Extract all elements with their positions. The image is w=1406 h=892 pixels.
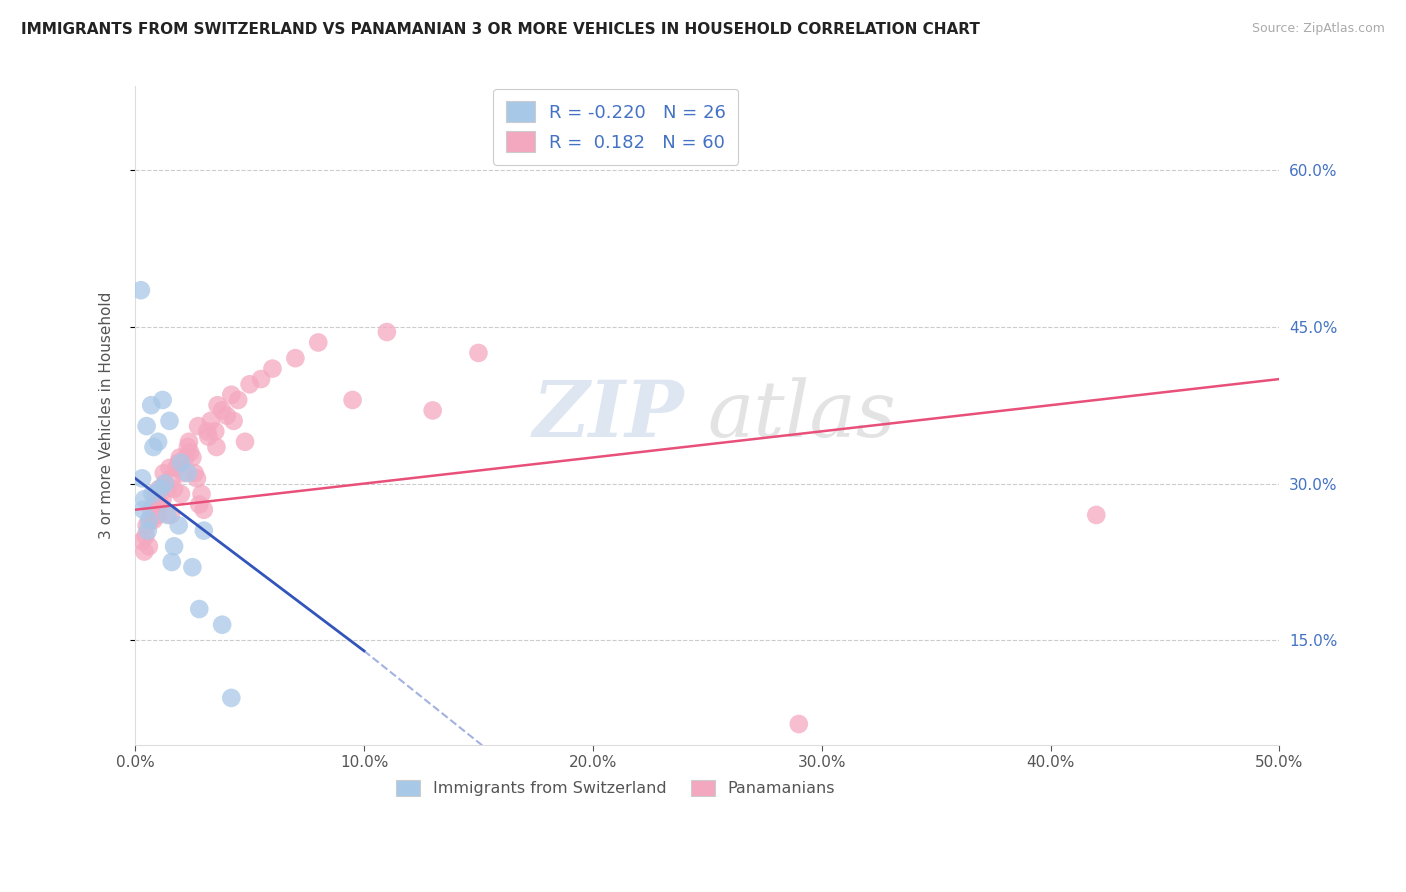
Point [211,617,233,632]
Point [156,508,179,522]
Point [160,555,183,569]
Point [143,498,166,512]
Point [193,524,215,538]
Point [148,482,170,496]
Point [211,403,233,417]
Point [169,450,191,465]
Point [145,487,167,501]
Point [250,372,273,386]
Point [167,518,190,533]
Point [153,476,176,491]
Point [1085,508,1108,522]
Point [188,498,211,512]
Point [131,534,153,549]
Point [152,492,174,507]
Point [179,445,201,459]
Point [134,492,156,507]
Point [132,502,155,516]
Point [134,544,156,558]
Point [215,409,238,423]
Point [221,690,243,705]
Point [142,513,165,527]
Point [135,419,157,434]
Point [170,487,193,501]
Point [129,283,152,297]
Point [190,487,212,501]
Point [177,440,200,454]
Point [153,476,176,491]
Point [146,508,169,522]
Point [181,560,204,574]
Point [141,502,163,516]
Point [183,466,205,480]
Point [342,392,364,407]
Text: IMMIGRANTS FROM SWITZERLAND VS PANAMANIAN 3 OR MORE VEHICLES IN HOUSEHOLD CORREL: IMMIGRANTS FROM SWITZERLAND VS PANAMANIA… [21,22,980,37]
Point [187,419,209,434]
Point [207,398,229,412]
Point [222,414,245,428]
Point [197,429,219,443]
Point [163,482,186,496]
Point [134,529,156,543]
Point [226,392,249,407]
Y-axis label: 3 or more Vehicles in Household: 3 or more Vehicles in Household [100,292,114,540]
Text: atlas: atlas [707,377,896,454]
Point [195,425,218,439]
Point [233,434,256,449]
Point [221,388,243,402]
Point [193,502,215,516]
Point [284,351,307,366]
Point [262,361,284,376]
Point [186,471,208,485]
Point [131,471,153,485]
Point [177,466,200,480]
Point [160,471,183,485]
Point [307,335,329,350]
Point [152,466,174,480]
Point [375,325,398,339]
Point [239,377,262,392]
Point [149,482,172,496]
Point [467,346,489,360]
Point [177,434,200,449]
Point [146,434,169,449]
Legend: Immigrants from Switzerland, Panamanians: Immigrants from Switzerland, Panamanians [389,773,841,803]
Text: ZIP: ZIP [533,377,685,454]
Text: Source: ZipAtlas.com: Source: ZipAtlas.com [1251,22,1385,36]
Point [138,539,160,553]
Point [167,456,190,470]
Point [156,482,179,496]
Point [787,717,810,731]
Point [135,518,157,533]
Point [159,508,181,522]
Point [174,450,197,465]
Point [141,398,163,412]
Point [139,513,162,527]
Point [165,461,187,475]
Point [163,539,186,553]
Point [149,498,172,512]
Point [152,392,174,407]
Point [141,487,163,501]
Point [159,461,181,475]
Point [136,524,159,538]
Point [170,456,193,470]
Point [159,414,181,428]
Point [200,414,222,428]
Point [172,466,194,480]
Point [205,440,228,454]
Point [422,403,444,417]
Point [188,602,211,616]
Point [204,425,226,439]
Point [181,450,204,465]
Point [138,513,160,527]
Point [142,440,165,454]
